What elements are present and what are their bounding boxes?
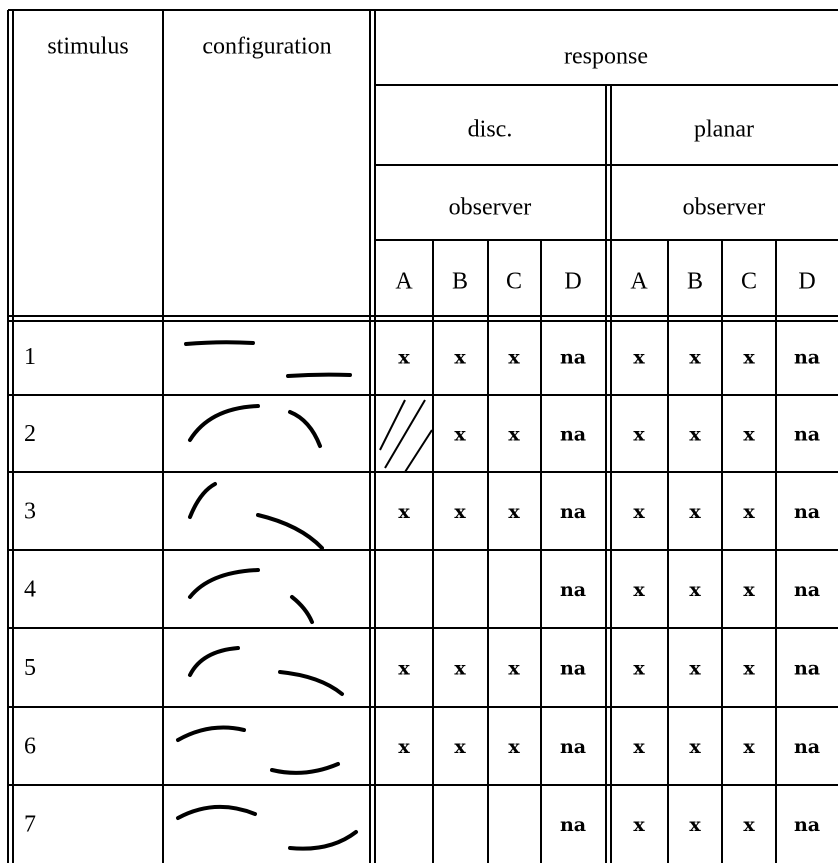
curve [188, 404, 260, 442]
response-cell: na [560, 658, 586, 680]
observer-header: C [506, 269, 522, 295]
response-cell: x [743, 658, 755, 680]
response-cell: x [454, 736, 466, 758]
observer-header: C [741, 269, 757, 295]
curve [288, 410, 322, 448]
response-cell: x [689, 501, 701, 523]
response-cell: x [508, 658, 520, 680]
hatch [379, 399, 433, 473]
observer-header: A [395, 269, 413, 295]
response-cell: x [508, 501, 520, 523]
response-cell: x [508, 424, 520, 446]
response-cell: x [398, 347, 410, 369]
curve [176, 725, 246, 742]
response-cell: x [398, 501, 410, 523]
response-cell: x [689, 424, 701, 446]
stimulus-cell: 1 [24, 344, 36, 370]
response-cell: x [633, 658, 645, 680]
response-cell: x [689, 658, 701, 680]
hatch-line [404, 429, 433, 473]
curve [290, 595, 314, 624]
stimulus-cell: 5 [24, 655, 36, 681]
response-cell: x [633, 424, 645, 446]
curve [176, 804, 257, 820]
response-cell: x [743, 347, 755, 369]
stimulus-cell: 2 [24, 421, 36, 447]
observer-header: A [630, 269, 648, 295]
response-cell: x [454, 658, 466, 680]
response-cell: na [794, 814, 820, 836]
hatch-line [384, 399, 426, 469]
response-cell: x [398, 658, 410, 680]
response-cell: x [508, 736, 520, 758]
response-cell: x [743, 814, 755, 836]
group-header: disc. [468, 117, 513, 143]
stimulus-cell: 4 [24, 577, 36, 603]
curve [270, 762, 340, 775]
group-header: planar [694, 117, 754, 143]
stimulus-cell: 3 [24, 499, 36, 525]
response-cell: x [743, 579, 755, 601]
response-cell: x [743, 424, 755, 446]
header-cell: response [564, 44, 648, 70]
curve [188, 646, 240, 677]
curve [188, 568, 260, 599]
curve [286, 372, 352, 378]
response-cell: x [689, 736, 701, 758]
response-cell: na [560, 424, 586, 446]
response-cell: na [560, 736, 586, 758]
response-cell: na [560, 579, 586, 601]
response-cell: x [398, 736, 410, 758]
response-cell: x [508, 347, 520, 369]
response-cell: x [743, 736, 755, 758]
response-cell: x [633, 347, 645, 369]
stimulus-cell: 6 [24, 734, 36, 760]
response-cell: na [560, 814, 586, 836]
response-cell: na [560, 347, 586, 369]
curve [188, 482, 217, 519]
response-cell: x [454, 501, 466, 523]
curve [278, 670, 344, 696]
response-cell: na [794, 501, 820, 523]
response-cell: na [794, 736, 820, 758]
response-cell: x [689, 814, 701, 836]
sub-header: observer [683, 195, 766, 221]
observer-header: D [798, 269, 815, 295]
observer-header: B [452, 269, 468, 295]
response-cell: x [454, 424, 466, 446]
response-cell: na [794, 579, 820, 601]
observer-header: D [564, 269, 581, 295]
curve [184, 340, 255, 346]
configuration-curves [176, 340, 358, 851]
response-cell: x [454, 347, 466, 369]
response-cell: x [689, 347, 701, 369]
response-cell: na [560, 501, 586, 523]
response-cell: x [633, 579, 645, 601]
response-cell: na [794, 347, 820, 369]
response-cell: x [743, 501, 755, 523]
response-cell: na [794, 424, 820, 446]
observer-header: B [687, 269, 703, 295]
sub-header: observer [449, 195, 532, 221]
response-cell: na [794, 658, 820, 680]
curve [288, 830, 358, 851]
curve [256, 513, 324, 550]
response-cell: x [689, 579, 701, 601]
response-cell: x [633, 736, 645, 758]
header-cell: stimulus [47, 34, 128, 60]
header-cell: configuration [202, 34, 331, 60]
stimulus-cell: 7 [24, 812, 36, 838]
hatch-line [379, 399, 406, 451]
response-cell: x [633, 814, 645, 836]
response-cell: x [633, 501, 645, 523]
